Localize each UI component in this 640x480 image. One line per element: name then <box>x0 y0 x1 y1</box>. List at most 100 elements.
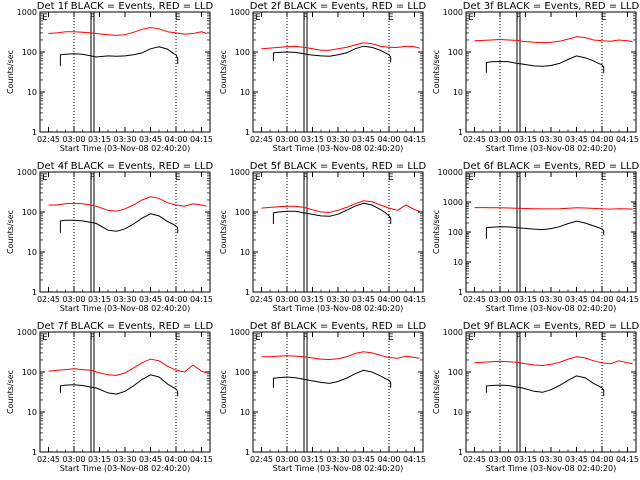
y-tick-label: 100 <box>22 368 37 377</box>
x-tick-label: 03:15 <box>88 295 111 304</box>
x-tick-label: 04:00 <box>590 135 613 144</box>
panel-title: Det 7f BLACK = Events, RED = LLD <box>37 321 214 332</box>
y-tick-label: 100 <box>448 368 463 377</box>
x-tick-label: 02:45 <box>37 455 60 464</box>
lld-series-line <box>261 42 420 51</box>
plot-frame <box>39 11 211 133</box>
y-tick-label: 10 <box>240 248 250 257</box>
events-series-line <box>272 202 392 224</box>
x-tick-label: 03:45 <box>352 135 375 144</box>
x-tick-label: 03:45 <box>139 295 162 304</box>
marker-label: F <box>516 333 521 343</box>
corner-marker-label: E <box>468 13 474 23</box>
x-tick-label: 04:15 <box>403 135 426 144</box>
x-tick-label: 04:00 <box>590 455 613 464</box>
y-tick-label: 100 <box>448 228 463 237</box>
marker-label: E <box>601 333 607 343</box>
corner-marker-label: E <box>255 13 261 23</box>
panel-title: Det 5f BLACK = Events, RED = LLD <box>250 161 427 172</box>
marker-label: E <box>175 13 181 23</box>
y-tick-label: 100 <box>235 368 250 377</box>
x-tick-label: 03:45 <box>565 455 588 464</box>
x-tick-label: 03:15 <box>301 295 324 304</box>
y-tick-label: 10 <box>240 88 250 97</box>
x-tick-label: 03:15 <box>88 135 111 144</box>
y-axis-label: Counts/sec <box>6 370 15 414</box>
x-tick-label: 03:00 <box>488 455 511 464</box>
x-tick-label: 04:15 <box>616 295 639 304</box>
lld-series-line <box>261 351 420 361</box>
y-tick-label: 1 <box>245 448 250 457</box>
corner-marker-label: E <box>42 13 48 23</box>
x-tick-label: 04:15 <box>403 455 426 464</box>
panel-title: Det 4f BLACK = Events, RED = LLD <box>37 161 214 172</box>
marker-label: F <box>90 13 95 23</box>
events-series-line <box>272 369 392 388</box>
marker-label: E <box>175 173 181 183</box>
x-tick-label: 04:00 <box>590 295 613 304</box>
x-axis-label: Start Time (03-Nov-08 02:40:20) <box>486 464 616 473</box>
plot-frame <box>39 171 211 293</box>
x-tick-label: 03:30 <box>539 455 562 464</box>
panel-title: Det 6f BLACK = Events, RED = LLD <box>463 161 640 172</box>
x-axis-label: Start Time (03-Nov-08 02:40:20) <box>273 144 403 153</box>
panel-title: Det 2f BLACK = Events, RED = LLD <box>250 1 427 12</box>
y-axis-label: Counts/sec <box>219 370 228 414</box>
x-tick-label: 03:15 <box>514 295 537 304</box>
y-tick-label: 1 <box>32 128 37 137</box>
y-tick-label: 1000 <box>17 8 37 17</box>
panel-8: Det 8f BLACK = Events, RED = LLD 1 10 100 10… <box>219 321 426 473</box>
y-tick-label: 1000 <box>443 198 463 207</box>
x-axis-label: Start Time (03-Nov-08 02:40:20) <box>486 144 616 153</box>
x-tick-label: 04:15 <box>190 135 213 144</box>
corner-marker-label: E <box>42 173 48 183</box>
x-tick-label: 04:00 <box>164 455 187 464</box>
x-tick-label: 04:15 <box>190 295 213 304</box>
lld-series-line <box>474 356 633 367</box>
x-tick-label: 03:30 <box>113 295 136 304</box>
y-tick-label: 10 <box>27 88 37 97</box>
lld-series-line <box>474 207 633 210</box>
marker-label: F <box>303 333 308 343</box>
x-tick-label: 04:00 <box>377 295 400 304</box>
y-tick-label: 1000 <box>230 328 250 337</box>
x-tick-label: 03:45 <box>565 295 588 304</box>
y-axis-label: Counts/sec <box>6 210 15 254</box>
panel-7: Det 7f BLACK = Events, RED = LLD 1 10 100 10… <box>6 321 213 473</box>
panel-3: Det 3f BLACK = Events, RED = LLD 1 10 100 10… <box>432 1 639 153</box>
y-axis-label: Counts/sec <box>432 370 441 414</box>
y-tick-label: 1 <box>32 288 37 297</box>
plot-frame <box>252 331 424 453</box>
x-axis-label: Start Time (03-Nov-08 02:40:20) <box>486 304 616 313</box>
x-tick-label: 02:45 <box>463 295 486 304</box>
y-tick-label: 100 <box>235 208 250 217</box>
x-tick-label: 03:15 <box>301 135 324 144</box>
x-tick-label: 03:15 <box>514 135 537 144</box>
events-series-line <box>59 374 179 397</box>
x-tick-label: 03:45 <box>352 455 375 464</box>
x-axis-label: Start Time (03-Nov-08 02:40:20) <box>60 304 190 313</box>
events-series-line <box>485 375 605 397</box>
x-axis-label: Start Time (03-Nov-08 02:40:20) <box>273 304 403 313</box>
x-tick-label: 02:45 <box>250 455 273 464</box>
x-axis-label: Start Time (03-Nov-08 02:40:20) <box>273 464 403 473</box>
marker-label: F <box>303 173 308 183</box>
y-tick-label: 1 <box>32 448 37 457</box>
x-tick-label: 03:00 <box>488 295 511 304</box>
y-tick-label: 1000 <box>443 328 463 337</box>
x-axis-label: Start Time (03-Nov-08 02:40:20) <box>60 144 190 153</box>
x-tick-label: 03:00 <box>62 135 85 144</box>
x-tick-label: 03:30 <box>326 295 349 304</box>
x-tick-label: 03:15 <box>88 455 111 464</box>
plot-frame <box>252 171 424 293</box>
marker-label: E <box>175 333 181 343</box>
corner-marker-label: E <box>468 173 474 183</box>
x-tick-label: 02:45 <box>37 295 60 304</box>
x-tick-label: 03:45 <box>139 455 162 464</box>
x-tick-label: 02:45 <box>37 135 60 144</box>
x-tick-label: 03:00 <box>62 455 85 464</box>
y-tick-label: 10 <box>240 408 250 417</box>
x-tick-label: 03:30 <box>113 455 136 464</box>
y-tick-label: 10 <box>453 88 463 97</box>
